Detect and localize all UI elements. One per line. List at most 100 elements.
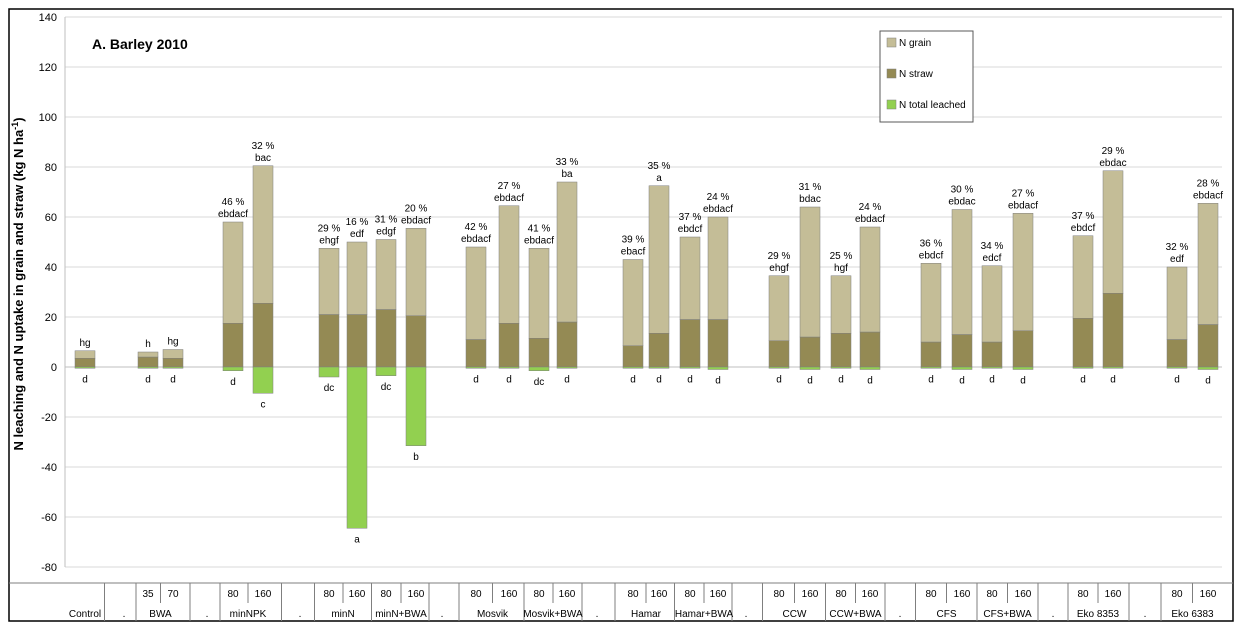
bar-n-leached	[707, 366, 729, 370]
bar-percent-label: 34 %	[981, 241, 1004, 252]
x-rate-label: 160	[501, 589, 518, 600]
bar-n-grain	[1102, 170, 1124, 294]
bar-n-straw	[1012, 330, 1034, 368]
bar-top-letters: ebdcf	[1071, 223, 1096, 234]
bar-n-grain	[1197, 203, 1219, 325]
y-axis-label-sup: -1	[10, 122, 20, 130]
x-rate-label: 80	[533, 589, 545, 600]
x-group-label: minN	[331, 609, 354, 620]
bar-top-letters: hg	[79, 338, 90, 349]
x-group-separator: .	[1144, 609, 1147, 620]
bar-percent-label: 32 %	[252, 141, 275, 152]
bar-n-straw	[137, 356, 159, 368]
bar-percent-label: 31 %	[799, 182, 822, 193]
bar-top-letters: ebdacf	[703, 204, 733, 215]
x-group-separator: .	[206, 609, 209, 620]
bar-top-letters: h	[145, 339, 151, 350]
bar-n-leached	[465, 366, 487, 369]
bar-n-leached	[1012, 366, 1034, 370]
x-rate-label: 80	[1171, 589, 1183, 600]
bar-n-leached	[1072, 366, 1094, 369]
bar-percent-label: 31 %	[375, 215, 398, 226]
legend-label: N straw	[899, 69, 934, 80]
bar-bottom-letters: a	[354, 534, 360, 545]
bar-percent-label: 28 %	[1197, 178, 1220, 189]
bar-n-grain	[162, 349, 184, 359]
bar-n-leached	[137, 366, 159, 369]
y-tick-label: 40	[45, 262, 57, 274]
bar-top-letters: ebdacf	[1008, 200, 1038, 211]
bar-n-straw	[622, 345, 644, 368]
bar-n-leached	[1197, 366, 1219, 370]
bar-percent-label: 32 %	[1166, 242, 1189, 253]
bar-n-leached	[528, 366, 550, 371]
bar-n-leached	[768, 366, 790, 369]
bar-bottom-letters: d	[506, 374, 512, 385]
bar-n-straw	[648, 333, 670, 368]
legend-swatch	[886, 68, 897, 79]
x-rate-label: 80	[684, 589, 696, 600]
bar-top-letters: ebdac	[948, 197, 975, 208]
bar-bottom-letters: dc	[381, 382, 392, 393]
bar-n-leached	[1102, 366, 1124, 369]
y-tick-label: 100	[39, 112, 57, 124]
bar-n-leached	[1166, 366, 1188, 369]
bars	[74, 165, 1219, 529]
x-rate-label: 160	[1200, 589, 1217, 600]
bar-bottom-letters: d	[1080, 374, 1086, 385]
bar-top-letters: edcf	[983, 253, 1002, 264]
bar-n-straw	[951, 334, 973, 368]
bar-n-grain	[556, 181, 578, 323]
bar-n-straw	[346, 314, 368, 368]
x-rate-label: 160	[255, 589, 272, 600]
bar-percent-label: 37 %	[679, 212, 702, 223]
bar-top-letters: ebdcf	[678, 224, 703, 235]
bar-n-leached	[648, 366, 670, 369]
bar-percent-label: 25 %	[830, 251, 853, 262]
x-rate-label: 160	[559, 589, 576, 600]
x-group-separator: .	[596, 609, 599, 620]
legend-label: N grain	[899, 38, 931, 49]
bar-bottom-letters: d	[687, 374, 693, 385]
bar-percent-label: 16 %	[346, 217, 369, 228]
bar-percent-label: 42 %	[465, 222, 488, 233]
bar-n-leached	[799, 366, 821, 370]
bar-bottom-letters: dc	[534, 377, 545, 388]
bar-n-grain	[1166, 266, 1188, 340]
bar-bottom-letters: b	[413, 452, 419, 463]
bar-n-grain	[707, 216, 729, 320]
x-group-label: minNPK	[230, 609, 267, 620]
bar-n-leached	[74, 366, 96, 369]
bar-n-straw	[375, 309, 397, 368]
x-rate-label: 80	[835, 589, 847, 600]
x-rate-label: 160	[408, 589, 425, 600]
bar-bottom-letters: dc	[324, 383, 335, 394]
bar-n-leached	[859, 366, 881, 370]
bar-top-letters: ebdacf	[218, 209, 248, 220]
y-tick-label: -60	[41, 512, 57, 524]
bar-n-straw	[498, 323, 520, 368]
bar-n-grain	[222, 221, 244, 324]
bar-percent-label: 33 %	[556, 157, 579, 168]
bar-bottom-letters: d	[656, 374, 662, 385]
y-tick-label: 80	[45, 162, 57, 174]
x-group-label: Mosvik	[477, 609, 509, 620]
bar-n-leached	[346, 366, 368, 529]
x-rate-label: 160	[862, 589, 879, 600]
bar-bottom-letters: d	[715, 376, 721, 387]
x-rate-label: 70	[167, 589, 179, 600]
bar-n-straw	[679, 319, 701, 368]
bar-n-straw	[1072, 318, 1094, 368]
y-axis-label-end: )	[11, 117, 26, 121]
bar-n-grain	[859, 226, 881, 333]
bar-n-straw	[318, 314, 340, 368]
bar-n-grain	[405, 228, 427, 316]
x-rate-label: 35	[142, 589, 154, 600]
bar-top-letters: ebdacf	[494, 193, 524, 204]
bar-n-leached	[920, 366, 942, 369]
y-tick-label: 120	[39, 62, 57, 74]
bar-top-letters: edgf	[376, 227, 396, 238]
x-group-separator: .	[123, 609, 126, 620]
bar-n-grain	[318, 248, 340, 315]
